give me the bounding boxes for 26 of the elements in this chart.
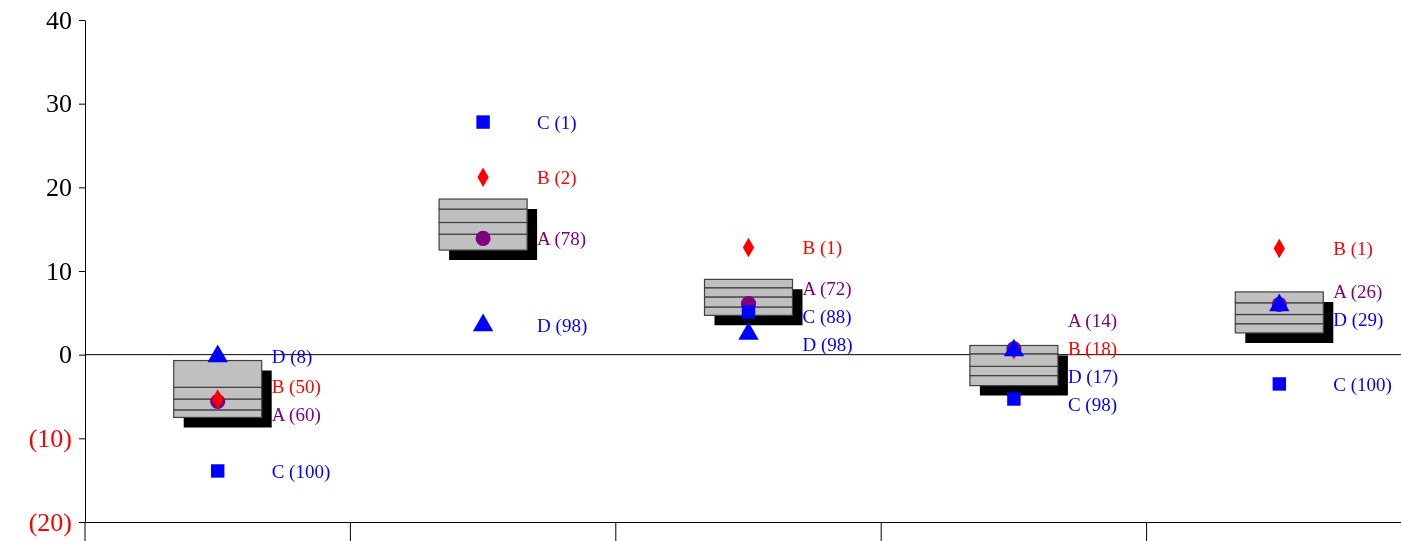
text: C (100) <box>271 460 331 483</box>
text: D (98) <box>537 315 588 338</box>
text: A (78) <box>537 228 587 251</box>
text: B (1) <box>1333 238 1373 261</box>
text: C (88) <box>802 306 852 329</box>
text: B (18) <box>1067 337 1117 360</box>
y-tick-label: 10 <box>46 256 72 286</box>
text: A (72) <box>802 278 852 301</box>
text: B (50) <box>271 375 321 398</box>
text: D (17) <box>1067 365 1119 388</box>
text: C (1) <box>537 111 577 134</box>
text: A (60) <box>271 403 321 426</box>
text: C (98) <box>1067 393 1117 416</box>
text: B (1) <box>802 237 843 260</box>
y-tick-label: 40 <box>46 5 72 35</box>
y-tick-label: 20 <box>46 173 72 203</box>
y-tick-label: (20) <box>28 507 72 537</box>
text: D (98) <box>802 334 853 357</box>
text: B (2) <box>537 166 577 189</box>
text: C (100) <box>1333 373 1392 396</box>
y-tick-label: 30 <box>46 89 72 119</box>
text: D (29) <box>1333 308 1384 331</box>
text: A (26) <box>1333 280 1383 303</box>
y-tick-label: (10) <box>28 424 72 454</box>
y-tick-label: 0 <box>59 340 72 370</box>
text: A (14) <box>1067 309 1117 332</box>
